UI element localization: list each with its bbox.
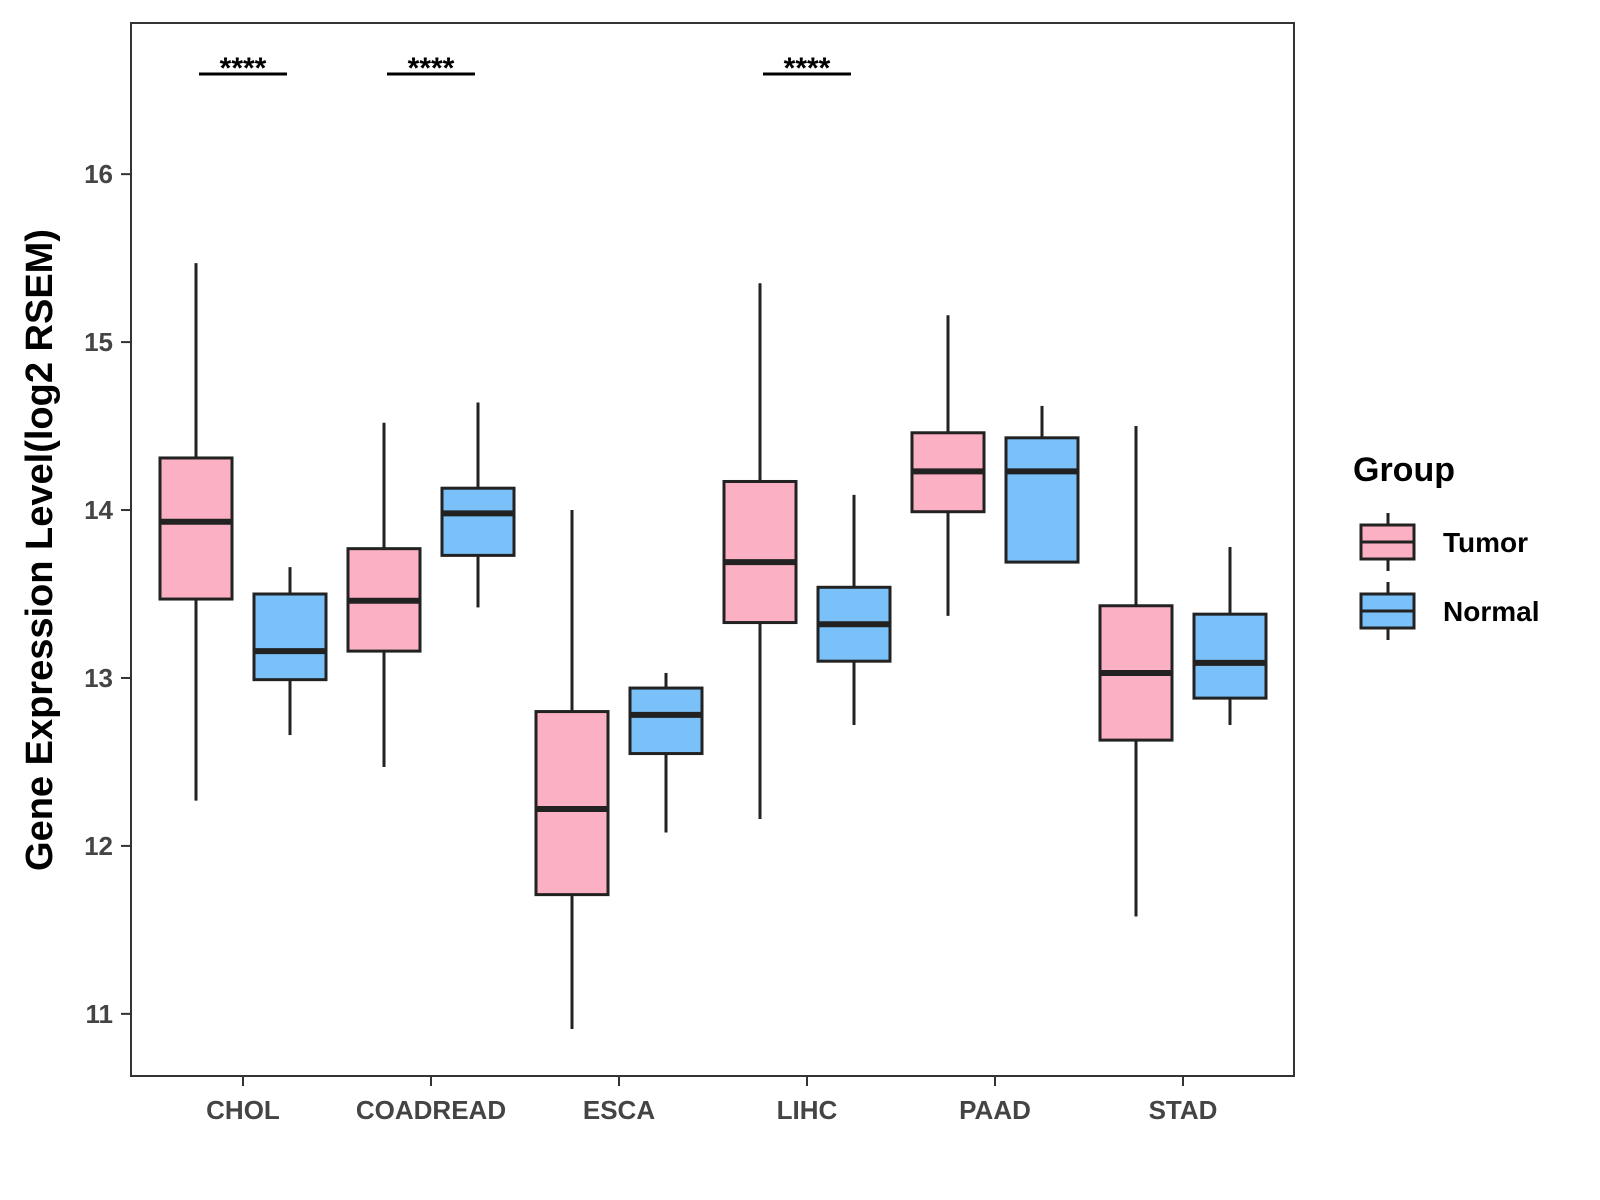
box-iqr bbox=[440, 486, 516, 557]
plot-area: **** **** **** bbox=[158, 52, 1268, 1029]
legend-label: Normal bbox=[1443, 596, 1539, 627]
plot-panel-border bbox=[130, 22, 1295, 1077]
box-iqr bbox=[534, 710, 610, 897]
legend-label: Tumor bbox=[1443, 527, 1528, 558]
box-normal-paad bbox=[1004, 405, 1080, 564]
box-iqr bbox=[1004, 436, 1080, 564]
x-axis: CHOL COADREAD ESCA LIHC PAAD STAD bbox=[206, 1076, 1217, 1125]
significance-label: **** bbox=[784, 52, 831, 85]
significance-label: **** bbox=[220, 52, 267, 85]
x-tick-label-lihc: LIHC bbox=[777, 1095, 838, 1125]
box-normal-esca bbox=[628, 672, 704, 833]
box-tumor-chol bbox=[158, 263, 234, 801]
box-tumor-coadread bbox=[346, 422, 422, 767]
box-tumor-esca bbox=[534, 510, 610, 1029]
box-iqr bbox=[722, 479, 798, 625]
box-normal-stad bbox=[1192, 546, 1268, 725]
x-tick-label-esca: ESCA bbox=[583, 1095, 655, 1125]
box-tumor-stad bbox=[1098, 426, 1174, 917]
box-normal-coadread bbox=[440, 402, 516, 608]
significance-label: **** bbox=[408, 52, 455, 85]
box-iqr bbox=[1192, 612, 1268, 700]
legend-entry-tumor: Tumor bbox=[1359, 513, 1528, 571]
y-tick-label: 11 bbox=[86, 999, 114, 1029]
x-tick-label-chol: CHOL bbox=[206, 1095, 280, 1125]
x-tick-label-stad: STAD bbox=[1149, 1095, 1218, 1125]
box-iqr bbox=[252, 592, 328, 682]
y-tick-label: 15 bbox=[84, 327, 113, 357]
box-tumor-paad bbox=[910, 315, 986, 616]
box-iqr bbox=[628, 686, 704, 756]
box-tumor-lihc bbox=[722, 283, 798, 820]
legend-entry-normal: Normal bbox=[1359, 582, 1539, 640]
box-normal-lihc bbox=[816, 494, 892, 725]
legend: Group Tumor Normal bbox=[1353, 451, 1539, 640]
y-tick-label: 12 bbox=[84, 831, 113, 861]
legend-title: Group bbox=[1353, 451, 1455, 489]
box-iqr bbox=[158, 456, 234, 601]
x-tick-label-paad: PAAD bbox=[959, 1095, 1031, 1125]
y-tick-label: 16 bbox=[84, 159, 113, 189]
y-axis: 11 12 13 14 15 16 bbox=[84, 159, 131, 1029]
y-tick-label: 14 bbox=[84, 495, 113, 525]
y-tick-label: 13 bbox=[84, 663, 113, 693]
y-axis-title: Gene Expression Level(log2 RSEM) bbox=[19, 229, 61, 871]
box-normal-chol bbox=[252, 567, 328, 736]
x-tick-label-coadread: COADREAD bbox=[356, 1095, 506, 1125]
